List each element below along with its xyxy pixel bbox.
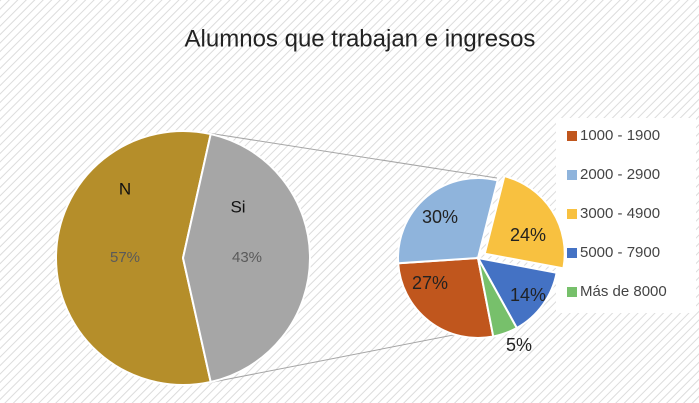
pie-slice bbox=[397, 177, 499, 265]
legend-label: 5000 - 7900 bbox=[580, 244, 660, 261]
slice-name: Si bbox=[230, 197, 245, 216]
data-label: 27% bbox=[412, 273, 448, 293]
data-label: 30% bbox=[422, 207, 458, 227]
pie-slice bbox=[476, 256, 558, 330]
data-label: 43% bbox=[232, 249, 262, 266]
legend-label: 3000 - 4900 bbox=[580, 205, 660, 222]
pie-slice bbox=[55, 130, 212, 386]
legend-swatch bbox=[567, 131, 577, 141]
data-label: 57% bbox=[110, 249, 140, 266]
pie-slice bbox=[397, 256, 495, 339]
chart-title: Alumnos que trabajan e ingresos bbox=[185, 25, 536, 52]
legend-box bbox=[556, 118, 696, 313]
legend-swatch bbox=[567, 170, 577, 180]
legend-label: Más de 8000 bbox=[580, 283, 667, 300]
legend-label: 2000 - 2900 bbox=[580, 166, 660, 183]
legend-swatch bbox=[567, 248, 577, 258]
data-label: 14% bbox=[510, 285, 546, 305]
connector-line bbox=[207, 132, 498, 179]
legend-label: 1000 - 1900 bbox=[580, 127, 660, 144]
legend-swatch bbox=[567, 287, 577, 297]
data-label: 5% bbox=[506, 335, 532, 355]
legend-swatch bbox=[567, 209, 577, 219]
pie-slice bbox=[181, 132, 311, 384]
data-label: 24% bbox=[510, 225, 546, 245]
pie-slice bbox=[483, 174, 566, 270]
pie-slice bbox=[477, 257, 519, 338]
slice-name: N bbox=[119, 179, 131, 198]
